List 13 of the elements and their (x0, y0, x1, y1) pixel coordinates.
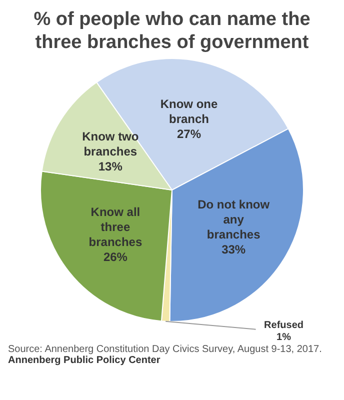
slice-label: Do not know any branches (198, 198, 270, 242)
data-label: 13% (98, 159, 123, 174)
slice-label: Know two branches (82, 129, 139, 158)
data-label: 27% (176, 127, 202, 142)
text: Annenberg Public Policy Center (8, 355, 162, 366)
data-label: 1% (276, 332, 292, 344)
data-label: 33% (222, 242, 246, 257)
data-label: 26% (103, 250, 128, 264)
slice-label: Know all three branches (88, 204, 142, 249)
slice-label: Know one branch (160, 97, 218, 126)
source-note: Source: Annenberg Constitution Day Civics Survey, August 9-13, 2017. (8, 344, 323, 355)
slice-label: Refused (264, 320, 304, 332)
chart-title: % of people who can name the three branches of government (32, 8, 312, 54)
